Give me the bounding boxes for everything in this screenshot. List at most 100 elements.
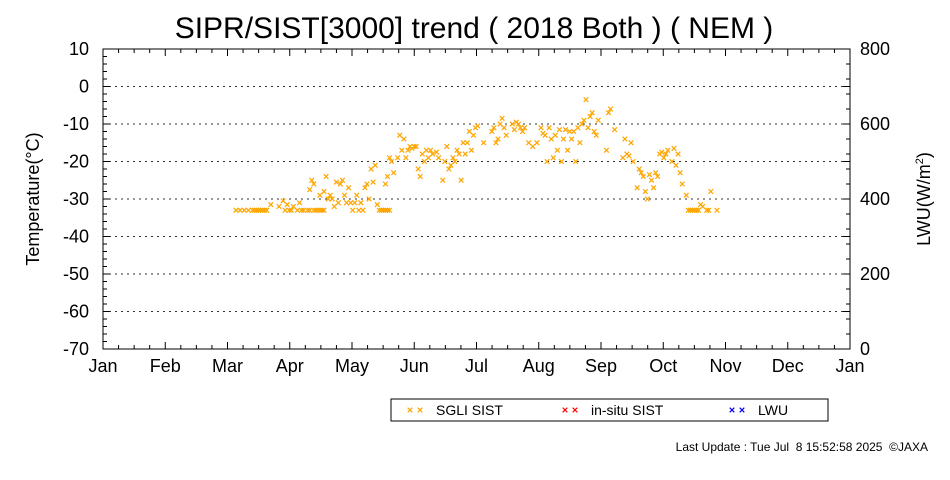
data-point <box>558 158 565 165</box>
y-tick-label: -70 <box>63 339 89 359</box>
data-point <box>642 188 649 195</box>
x-tick-label: Apr <box>276 356 304 376</box>
legend-marker <box>729 407 735 413</box>
data-point <box>607 106 614 112</box>
data-point <box>429 151 436 157</box>
data-point <box>595 117 601 123</box>
data-point <box>687 207 694 213</box>
data-point <box>397 132 403 138</box>
data-point <box>374 201 380 208</box>
data-point <box>658 149 665 155</box>
data-point <box>245 207 252 213</box>
data-point <box>636 166 642 172</box>
data-point <box>382 181 389 187</box>
data-point <box>683 192 689 198</box>
data-point <box>306 186 313 193</box>
data-point <box>300 207 307 213</box>
data-point <box>264 207 270 213</box>
data-point <box>352 200 358 206</box>
data-point <box>362 185 368 191</box>
x-tick-label: Feb <box>150 356 181 376</box>
data-point <box>521 125 528 131</box>
data-point <box>403 155 409 161</box>
data-point <box>390 170 397 176</box>
data-point <box>677 170 683 176</box>
data-point <box>276 203 282 210</box>
data-point <box>468 147 475 153</box>
data-point <box>435 155 442 161</box>
data-point <box>415 166 421 172</box>
data-point <box>360 207 366 213</box>
data-point <box>497 121 503 127</box>
y-tick-label: 0 <box>79 77 89 97</box>
x-tick-label: Mar <box>212 356 243 376</box>
data-point <box>290 203 297 210</box>
data-point <box>546 125 552 131</box>
data-point <box>708 188 714 195</box>
x-tick-label: Jun <box>400 356 429 376</box>
x-tick-label: Sep <box>585 356 617 376</box>
data-point <box>450 155 456 161</box>
data-point <box>405 147 411 153</box>
data-point <box>257 207 264 213</box>
data-point <box>394 155 401 161</box>
data-point <box>425 155 432 161</box>
data-point <box>671 145 677 152</box>
data-point <box>585 125 591 131</box>
data-point <box>442 158 448 165</box>
data-point <box>605 110 612 116</box>
data-point <box>673 162 679 168</box>
y2-tick-label: 600 <box>860 114 890 134</box>
data-point <box>376 207 383 213</box>
data-point <box>251 207 258 213</box>
data-point <box>509 121 516 127</box>
legend-box <box>390 398 829 422</box>
y-tick-label: -40 <box>63 227 89 247</box>
y2-axis-tick-labels: 800 600 400 200 0 <box>860 39 890 359</box>
data-point <box>337 181 344 187</box>
data-point <box>646 171 653 178</box>
data-point <box>259 207 266 213</box>
data-point <box>542 132 548 138</box>
y2-tick-label: 0 <box>860 339 870 359</box>
data-point <box>417 173 423 180</box>
data-point <box>325 196 331 202</box>
y-tick-label: -60 <box>63 302 89 322</box>
data-point <box>440 177 446 183</box>
data-point <box>413 143 419 150</box>
data-point <box>573 158 579 165</box>
data-point <box>268 201 274 208</box>
data-point <box>695 207 702 213</box>
data-point <box>675 151 681 157</box>
data-point <box>315 207 321 213</box>
data-point <box>386 155 393 161</box>
data-point <box>568 136 575 142</box>
y-tick-label: 10 <box>69 39 89 59</box>
x-tick-label: Oct <box>649 356 677 376</box>
data-point <box>564 147 571 153</box>
y-tick-label: -10 <box>63 114 89 134</box>
data-point <box>622 136 628 142</box>
data-point <box>554 147 561 153</box>
data-point <box>446 166 452 172</box>
data-point <box>460 140 466 146</box>
data-point <box>255 207 262 213</box>
data-point <box>358 200 364 206</box>
data-point <box>321 207 327 213</box>
data-point <box>286 207 292 213</box>
data-point <box>665 147 671 153</box>
data-point <box>288 207 295 213</box>
data-point <box>493 140 499 146</box>
data-point <box>566 128 573 135</box>
data-point <box>560 136 567 142</box>
data-point <box>462 151 468 157</box>
data-point <box>611 126 618 133</box>
data-point <box>306 207 313 213</box>
data-point <box>593 132 599 138</box>
data-point <box>661 155 667 161</box>
data-point <box>309 177 315 183</box>
x-axis-tick-labels: Jan Feb Mar Apr May Jun Jul Aug Sep Oct Nov Dec Jan <box>88 356 864 376</box>
x-tick-label: Aug <box>523 356 555 376</box>
data-point <box>550 155 556 161</box>
